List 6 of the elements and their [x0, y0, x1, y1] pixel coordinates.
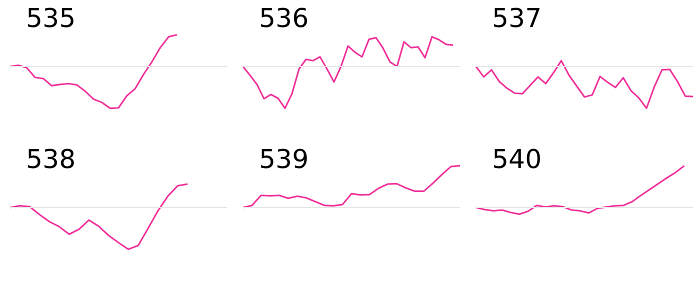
chart-title: 536 [259, 4, 309, 34]
chart-title: 535 [26, 4, 76, 34]
chart-title: 538 [26, 145, 76, 175]
chart-title: 540 [492, 145, 542, 175]
chart-title: 537 [492, 4, 542, 34]
chart-title: 539 [259, 145, 309, 175]
